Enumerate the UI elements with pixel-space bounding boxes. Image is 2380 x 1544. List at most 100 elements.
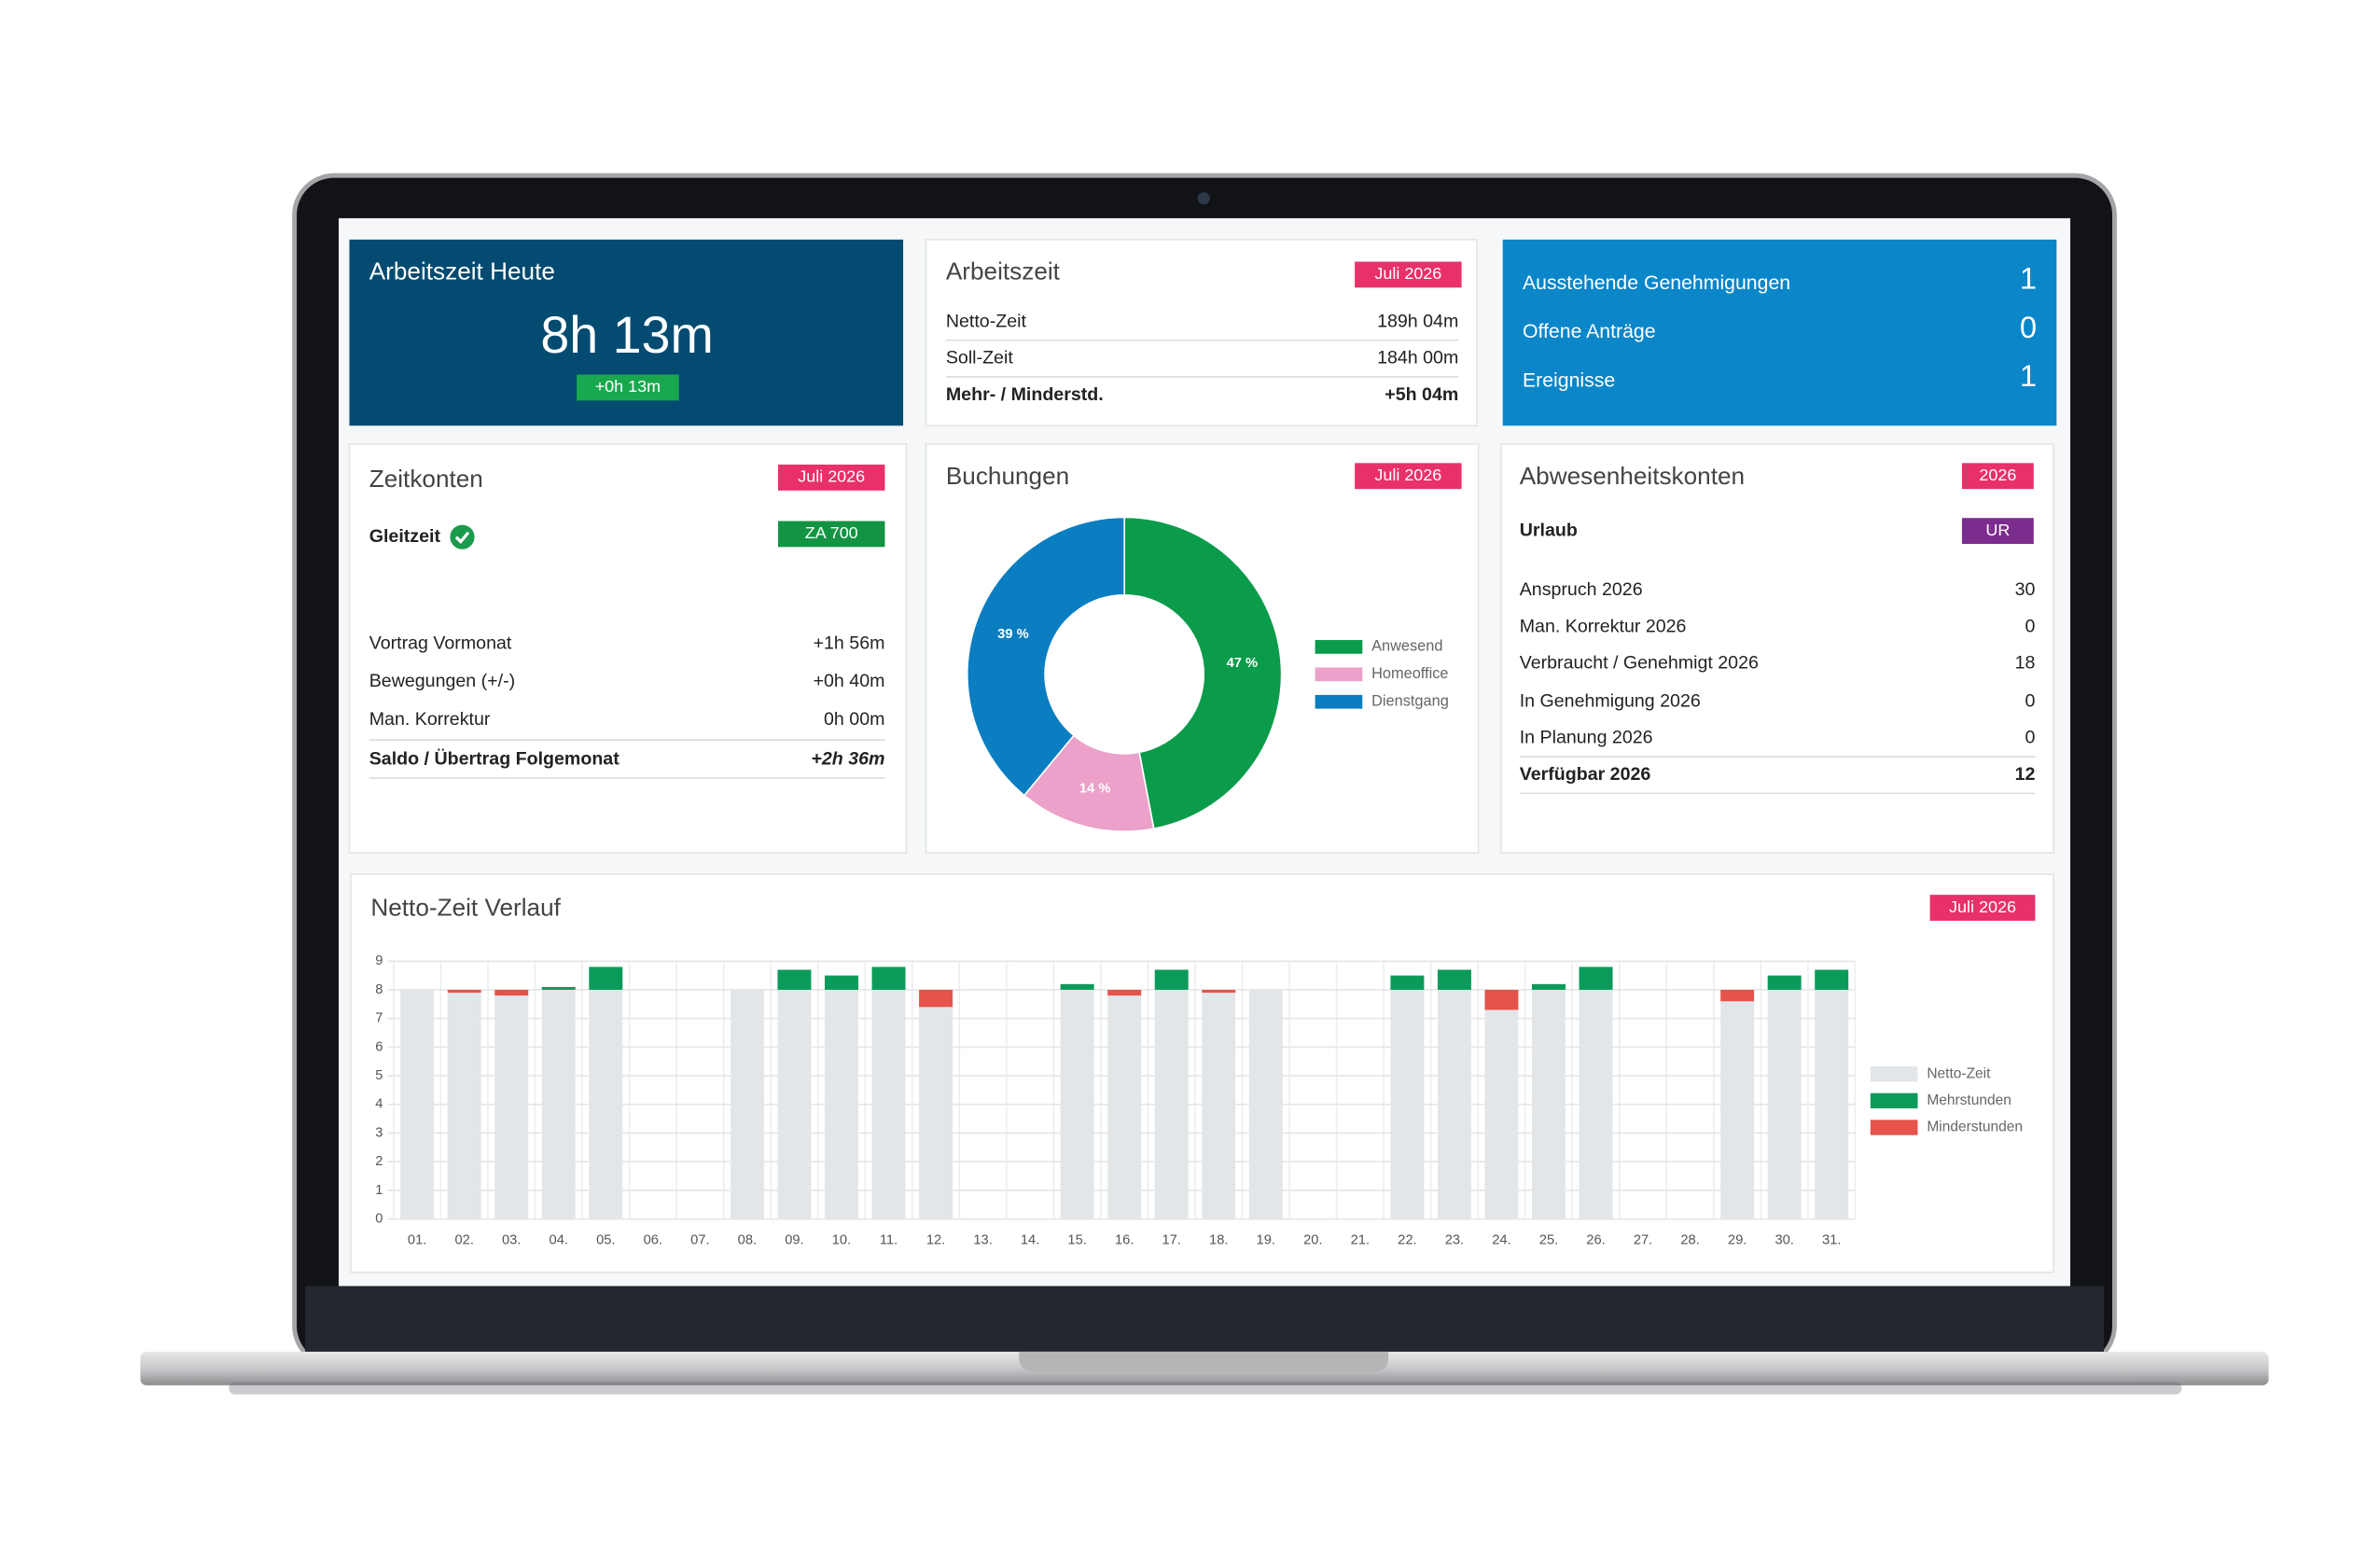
pie-slice bbox=[1123, 516, 1283, 830]
row-value: 189h 04m bbox=[1377, 311, 1458, 331]
card bbox=[1500, 443, 2054, 854]
row-label: Verfügbar 2026 bbox=[1520, 764, 1651, 785]
bar-segment bbox=[589, 967, 623, 990]
row-label: Anspruch 2026 bbox=[1520, 579, 1643, 600]
check-mark bbox=[454, 531, 470, 544]
account-name: Urlaub bbox=[1520, 520, 1578, 540]
bar-segment bbox=[1060, 989, 1094, 1219]
x-tick-label: 14. bbox=[1021, 1232, 1039, 1247]
x-tick-label: 23. bbox=[1445, 1232, 1464, 1247]
bar-segment bbox=[1107, 989, 1142, 996]
row-label: Mehr- / Minderstd. bbox=[946, 384, 1104, 405]
row-label: Vortrag Vormonat bbox=[369, 633, 512, 653]
badge bbox=[1929, 895, 2036, 921]
row-label: Bewegungen (+/-) bbox=[369, 671, 515, 691]
card-title: Zeitkonten bbox=[369, 465, 483, 493]
account-name: Gleitzeit bbox=[369, 526, 441, 547]
x-tick-label: 03. bbox=[502, 1232, 521, 1247]
legend-swatch bbox=[1315, 667, 1363, 682]
x-tick-label: 04. bbox=[550, 1232, 568, 1247]
legend-swatch bbox=[1315, 694, 1363, 709]
pending-count: 1 bbox=[2020, 261, 2037, 296]
bar-segment bbox=[1248, 989, 1283, 1219]
card bbox=[1502, 239, 2057, 426]
y-tick-label: 2 bbox=[375, 1154, 383, 1169]
legend-swatch bbox=[1870, 1092, 1918, 1109]
row-value: 0 bbox=[2025, 616, 2036, 636]
x-tick-label: 21. bbox=[1351, 1232, 1370, 1247]
badge-label: Juli 2026 bbox=[1949, 897, 2016, 916]
x-tick-label: 11. bbox=[880, 1232, 898, 1247]
bar-segment bbox=[1767, 989, 1802, 1219]
x-tick-label: 09. bbox=[785, 1232, 803, 1247]
bar-segment bbox=[1579, 967, 1613, 990]
row-value: 18 bbox=[2015, 653, 2036, 674]
row-value: 0 bbox=[2025, 690, 2036, 711]
x-tick-label: 31. bbox=[1822, 1232, 1841, 1247]
bar-segment bbox=[1390, 975, 1425, 990]
badge-label: UR bbox=[1985, 521, 2010, 539]
bar-segment bbox=[1202, 989, 1236, 994]
x-tick-label: 27. bbox=[1634, 1232, 1652, 1247]
bar-segment bbox=[1202, 993, 1236, 1219]
row-value: +1h 56m bbox=[814, 633, 885, 653]
row-value: +0h 40m bbox=[814, 671, 885, 691]
row-label: Man. Korrektur bbox=[369, 709, 491, 730]
x-tick-label: 17. bbox=[1162, 1232, 1180, 1247]
badge-label: 2026 bbox=[1979, 466, 2016, 484]
y-tick-label: 8 bbox=[375, 982, 383, 997]
bar-segment bbox=[1579, 989, 1613, 1219]
bar-segment bbox=[871, 967, 906, 990]
card-title: Abwesenheitskonten bbox=[1520, 462, 1745, 490]
bar-segment bbox=[1154, 969, 1189, 990]
x-tick-label: 25. bbox=[1539, 1232, 1558, 1247]
bar-segment bbox=[1815, 969, 1849, 990]
bar-segment bbox=[1484, 989, 1519, 1010]
y-tick-label: 3 bbox=[375, 1125, 383, 1140]
base-shadow bbox=[229, 1382, 2182, 1395]
pie-slice bbox=[966, 516, 1126, 797]
badge-label: Juli 2026 bbox=[1374, 466, 1441, 484]
bar-segment bbox=[919, 1007, 953, 1219]
x-tick-label: 24. bbox=[1492, 1232, 1510, 1247]
legend-label: Netto-Zeit bbox=[1927, 1065, 1991, 1081]
bar-segment bbox=[1532, 989, 1566, 1219]
legend-label: Mehrstunden bbox=[1927, 1092, 2011, 1108]
bar-segment bbox=[871, 989, 906, 1219]
x-tick-label: 15. bbox=[1067, 1232, 1086, 1247]
legend-label: Dienstgang bbox=[1371, 693, 1449, 710]
bar-segment bbox=[1720, 989, 1755, 1002]
card bbox=[348, 443, 908, 854]
bar-segment bbox=[447, 989, 481, 994]
x-tick-label: 18. bbox=[1209, 1232, 1228, 1247]
badge-label: +0h 13m bbox=[595, 377, 661, 396]
x-tick-label: 13. bbox=[973, 1232, 992, 1247]
camera bbox=[1197, 192, 1210, 205]
pending-label: Offene Anträge bbox=[1523, 320, 1656, 342]
pending-count: 0 bbox=[2020, 310, 2037, 344]
bar-segment bbox=[777, 969, 812, 990]
bar-segment bbox=[1532, 983, 1566, 990]
bar-segment bbox=[824, 975, 858, 990]
pending-label: Ausstehende Genehmigungen bbox=[1523, 271, 1790, 294]
row-value: +2h 36m bbox=[811, 749, 884, 770]
bar-segment bbox=[1720, 1001, 1755, 1219]
legend-label: Minderstunden bbox=[1927, 1120, 2023, 1135]
pending-label: Ereignisse bbox=[1523, 369, 1615, 391]
row-value: +5h 04m bbox=[1385, 384, 1458, 405]
bar-segment bbox=[919, 989, 953, 1008]
badge bbox=[1961, 463, 2034, 490]
bar-segment bbox=[541, 986, 576, 990]
x-tick-label: 30. bbox=[1775, 1232, 1793, 1247]
x-tick-label: 05. bbox=[596, 1232, 615, 1247]
x-tick-label: 02. bbox=[454, 1232, 473, 1247]
row-label: Man. Korrektur 2026 bbox=[1520, 616, 1687, 636]
card-title: Arbeitszeit bbox=[946, 257, 1061, 285]
x-tick-label: 16. bbox=[1115, 1232, 1134, 1247]
slice-label: 47 % bbox=[1227, 656, 1259, 671]
slice-label: 14 % bbox=[1079, 781, 1111, 796]
x-tick-label: 26. bbox=[1586, 1232, 1605, 1247]
bar-segment bbox=[1154, 989, 1189, 1219]
notch bbox=[1019, 1351, 1389, 1372]
